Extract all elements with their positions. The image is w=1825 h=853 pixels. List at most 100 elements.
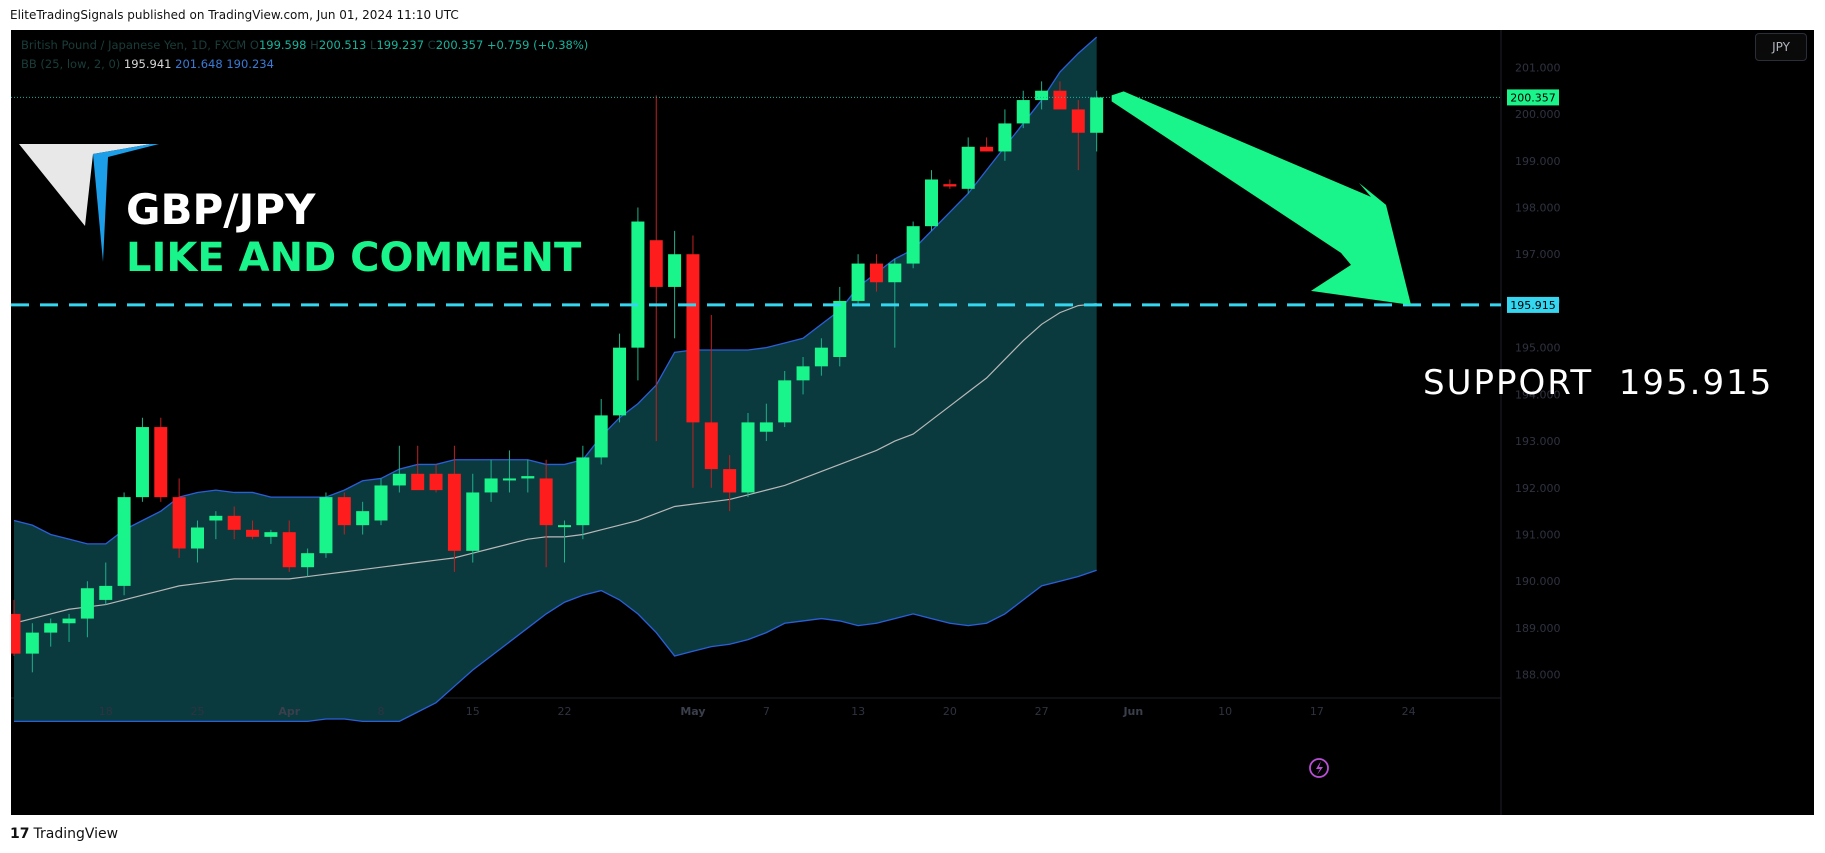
candle-body [117, 497, 131, 586]
price-tick-label: 194.000 [1515, 388, 1561, 401]
bb-lower-value: 190.234 [226, 57, 274, 71]
bollinger-lower-line [14, 569, 1097, 723]
last-price-tag: 200.357 [1510, 91, 1556, 104]
candle-body [337, 497, 351, 526]
footer-brand-name: TradingView [33, 826, 119, 842]
candle [1053, 81, 1067, 110]
price-tick-label: 200.000 [1515, 108, 1561, 121]
candle [80, 581, 94, 638]
candle-body [356, 511, 370, 526]
time-tick-label: 10 [1218, 705, 1232, 718]
candle-body [925, 179, 938, 227]
high-label: H [310, 38, 319, 52]
candle [25, 623, 39, 673]
candle-body [1071, 109, 1085, 133]
price-tick-label: 195.000 [1515, 342, 1561, 355]
high-value: 200.513 [318, 38, 367, 52]
candle-body [99, 585, 113, 600]
time-tick-label: Jun [1122, 705, 1143, 718]
candle-body [686, 254, 700, 423]
candle [466, 473, 480, 563]
pair-title: GBP/JPY [126, 185, 316, 234]
price-tick-label: 199.000 [1515, 155, 1561, 168]
candle [649, 95, 663, 442]
close-value: 200.357 [435, 38, 484, 52]
candle-body [833, 300, 847, 357]
candle [980, 137, 994, 152]
candle-body [759, 422, 773, 432]
candle [447, 445, 461, 572]
candle [594, 399, 608, 465]
candle-body [411, 473, 425, 491]
candle-body [502, 478, 516, 481]
candle-body [796, 366, 810, 381]
price-tick-label: 192.000 [1515, 482, 1561, 495]
candle-body [521, 476, 535, 479]
candle-body [906, 226, 920, 264]
candle [631, 207, 645, 381]
time-tick-label: 25 [191, 705, 205, 718]
candle-body [301, 553, 315, 568]
candle [484, 459, 498, 502]
time-tick-label: 20 [943, 705, 957, 718]
candle [11, 599, 21, 656]
price-tick-label: 201.000 [1515, 61, 1561, 74]
price-tick-label: 193.000 [1515, 435, 1561, 448]
bb-basis-value: 195.941 [123, 57, 172, 71]
candle [558, 520, 571, 563]
open-label: O [249, 38, 259, 52]
candle [906, 221, 920, 269]
candle [759, 403, 773, 442]
chart-panel[interactable]: 201.000200.000199.000198.000197.000196.0… [11, 30, 1814, 815]
candle-body [62, 618, 76, 624]
candle [337, 492, 351, 535]
candle-body [1016, 100, 1030, 124]
chart-legend: British Pound / Japanese Yen, 1D, FXCM O… [21, 36, 588, 74]
candle [172, 478, 186, 558]
candle [888, 258, 902, 348]
bollinger-basis-line [13, 303, 1097, 624]
low-value: 199.237 [376, 38, 425, 52]
candle-body [778, 380, 792, 423]
candle-body [44, 623, 58, 633]
candle [135, 417, 149, 502]
currency-button[interactable]: JPY [1755, 33, 1807, 61]
candle [246, 520, 260, 540]
candle [411, 445, 425, 491]
candle-body [814, 347, 828, 367]
candle [869, 254, 883, 292]
candle [851, 254, 865, 306]
candle-body [135, 427, 149, 498]
candle-body [264, 532, 278, 537]
time-tick-label: Apr [278, 705, 300, 718]
candle-body [1053, 90, 1067, 110]
candle-body [25, 632, 39, 654]
candle [796, 356, 810, 395]
elite-logo-icon [19, 144, 159, 262]
ohlc-legend-row: British Pound / Japanese Yen, 1D, FXCM O… [21, 36, 588, 55]
candle-body [246, 529, 260, 537]
candle-body [447, 473, 461, 551]
candle [778, 371, 792, 428]
candle [44, 618, 58, 647]
candle [191, 520, 204, 563]
candle [374, 478, 388, 526]
candle-body [484, 478, 498, 493]
candle-body [998, 123, 1012, 152]
candle-body [851, 263, 865, 301]
candle-body [227, 515, 241, 530]
candle [613, 333, 627, 423]
candle [704, 314, 718, 488]
candle-body [374, 485, 388, 521]
time-axis: 18 25 Apr 8 15 22 May 7 13 20 27 Jun 10 17 24 [99, 705, 1416, 718]
candle-body [209, 515, 223, 521]
time-tick-label: 15 [466, 705, 480, 718]
candle [741, 413, 755, 498]
candlestick-chart[interactable]: 201.000200.000199.000198.000197.000196.0… [11, 30, 1814, 815]
candle [1071, 100, 1085, 171]
candle-body [191, 527, 204, 549]
candle-body [11, 613, 21, 654]
down-arrow-icon [1111, 91, 1411, 305]
candle [1035, 81, 1049, 110]
candle [282, 520, 296, 572]
